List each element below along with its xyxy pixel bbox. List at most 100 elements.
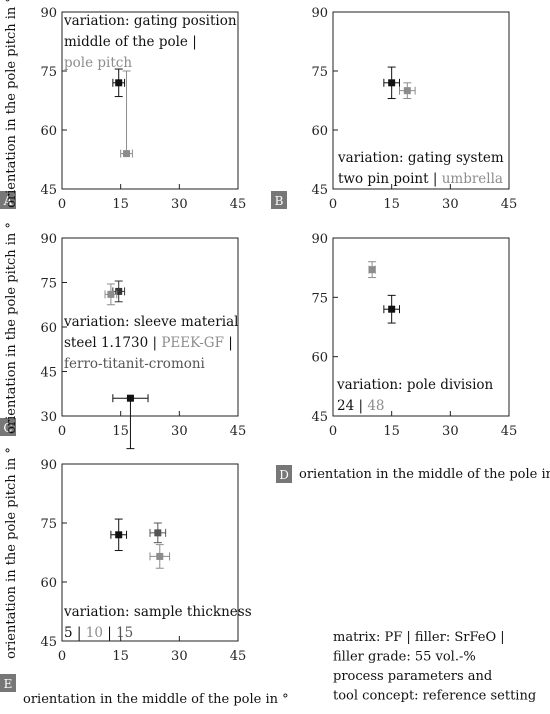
x-tick-label: 45 xyxy=(230,649,247,664)
footnote-line: filler grade: 55 vol.-% xyxy=(333,650,476,665)
x-tick-label: 45 xyxy=(501,424,518,439)
y-tick-label: 90 xyxy=(40,232,57,247)
panel-annotation: pole pitch xyxy=(64,55,132,71)
annotation-segment: | xyxy=(224,335,233,351)
plot-frame xyxy=(61,11,239,190)
panel-label-box xyxy=(0,418,16,436)
annotation-segment: | xyxy=(103,625,116,641)
x-tick-label: 0 xyxy=(58,424,66,439)
chart-panel-E: 0 15 30 45 45 60 75 90 variation: sample thickne… xyxy=(0,458,252,692)
y-tick-label: 60 xyxy=(40,321,57,336)
annotation-segment: 48 xyxy=(367,398,384,414)
panel-annotation: variation: gating position xyxy=(63,13,237,29)
annotation-segment: variation: gating system xyxy=(337,150,504,166)
annotation-segment: 5 xyxy=(64,625,73,641)
panel-label: C xyxy=(3,421,12,435)
y-tick-label: 45 xyxy=(40,635,57,650)
x-axis-title: orientation in the middle of the pole in… xyxy=(299,467,550,482)
annotation-segment: 24 xyxy=(337,398,354,414)
y-tick-label: 45 xyxy=(40,183,57,198)
annotation-segment: 10 xyxy=(86,625,103,641)
x-tick-label: 30 xyxy=(171,197,188,212)
y-tick-label: 75 xyxy=(40,65,57,80)
x-tick-label: 30 xyxy=(171,649,188,664)
panel-label: D xyxy=(279,468,289,482)
chart-panel-A: 0 15 30 45 45 60 75 90 variation: gating positio… xyxy=(0,6,246,212)
data-point xyxy=(156,552,164,560)
data-point xyxy=(115,287,123,295)
panel-annotation: variation: sample thickness xyxy=(63,604,252,620)
annotation-segment: | xyxy=(429,171,442,187)
annotation-segment: | xyxy=(188,34,197,50)
panel-label-box xyxy=(0,674,16,692)
panel-label-box xyxy=(0,191,16,209)
x-tick-label: 45 xyxy=(230,424,247,439)
x-tick-label: 30 xyxy=(442,197,459,212)
panel-annotation: ferro-titanit-cromoni xyxy=(64,356,206,372)
footnote-line: process parameters and xyxy=(333,669,492,684)
x-tick-label: 30 xyxy=(171,424,188,439)
data-point xyxy=(115,79,123,87)
annotation-segment: | xyxy=(73,625,86,641)
chart-panel-D: 0 15 30 45 45 60 75 90 variation: pole division 2… xyxy=(311,232,517,439)
x-tick-label: 15 xyxy=(112,197,129,212)
y-tick-label: 90 xyxy=(40,6,57,21)
y-tick-label: 60 xyxy=(311,124,328,139)
y-axis-title: orientation in the pole pitch in ° xyxy=(4,447,19,659)
annotation-segment: PEEK-GF xyxy=(161,335,224,351)
x-tick-label: 45 xyxy=(501,197,518,212)
y-tick-label: 60 xyxy=(40,124,57,139)
y-tick-label: 75 xyxy=(40,517,57,532)
y-tick-label: 60 xyxy=(311,351,328,366)
y-tick-label: 90 xyxy=(311,232,328,247)
y-tick-label: 75 xyxy=(40,277,57,292)
annotation-segment: umbrella xyxy=(442,171,503,187)
annotation-segment: middle of the pole xyxy=(64,34,188,50)
y-tick-label: 30 xyxy=(40,410,57,425)
data-point xyxy=(388,305,396,313)
panel-annotation: variation: gating system xyxy=(337,150,504,166)
x-tick-label: 0 xyxy=(58,197,66,212)
y-axis-title: orientation in the pole pitch in ° xyxy=(4,0,19,208)
y-tick-label: 75 xyxy=(311,291,328,306)
chart-panel-C: 0 15 30 45 30 45 60 75 90 variation: sleeve mater… xyxy=(0,232,247,450)
data-point xyxy=(126,394,134,402)
chart-panel-B: 0 15 30 45 45 60 75 90 variation: gating system t… xyxy=(271,6,517,212)
plot-frame xyxy=(332,11,510,190)
x-axis-title: orientation in the middle of the pole in… xyxy=(23,692,289,707)
panel-annotation: steel 1.1730 | PEEK-GF | xyxy=(64,335,233,351)
y-tick-label: 45 xyxy=(311,410,328,425)
panel-annotation: two pin point | umbrella xyxy=(338,171,503,187)
panel-annotation: variation: pole division xyxy=(336,377,494,393)
annotation-segment: pole pitch xyxy=(64,55,132,71)
plot-frame xyxy=(61,463,239,642)
y-tick-label: 90 xyxy=(40,458,57,473)
panel-label: B xyxy=(275,194,284,208)
data-point xyxy=(368,266,376,274)
footnote-line: tool concept: reference setting xyxy=(333,689,536,704)
data-point xyxy=(403,87,411,95)
x-tick-label: 15 xyxy=(112,424,129,439)
data-point xyxy=(115,531,123,539)
panel-label-box xyxy=(271,191,287,209)
data-point xyxy=(123,150,131,158)
panel-label: E xyxy=(4,677,13,691)
x-tick-label: 0 xyxy=(329,197,337,212)
data-point xyxy=(107,290,115,298)
y-axis-title: orientation in the pole pitch in ° xyxy=(4,222,19,434)
x-tick-label: 30 xyxy=(442,424,459,439)
x-tick-label: 15 xyxy=(383,197,400,212)
y-tick-label: 60 xyxy=(40,576,57,591)
panel-annotation: variation: sleeve material xyxy=(63,314,238,330)
x-tick-label: 15 xyxy=(383,424,400,439)
annotation-segment: variation: pole division xyxy=(336,377,494,393)
annotation-segment: | xyxy=(148,335,161,351)
y-tick-label: 75 xyxy=(311,65,328,80)
y-tick-label: 45 xyxy=(40,366,57,381)
panel-annotation: middle of the pole | xyxy=(64,34,197,50)
annotation-segment: variation: sample thickness xyxy=(63,604,252,620)
annotation-segment: steel 1.1730 xyxy=(64,335,148,351)
x-tick-label: 15 xyxy=(112,649,129,664)
annotation-segment: variation: sleeve material xyxy=(63,314,238,330)
